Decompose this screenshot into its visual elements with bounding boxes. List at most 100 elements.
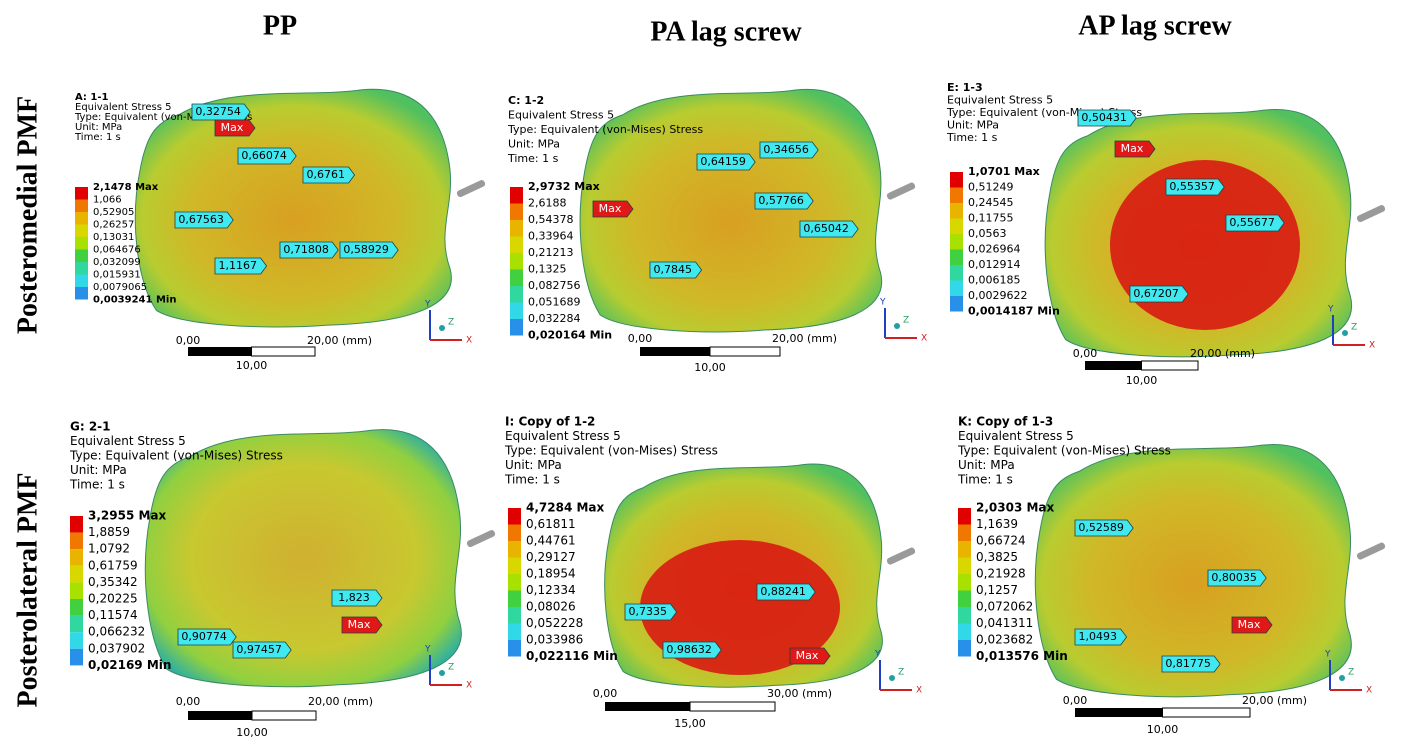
legend-swatch xyxy=(75,262,88,275)
scale-label: 0,00 xyxy=(176,695,201,708)
panel-info: Unit: MPa xyxy=(70,463,127,477)
legend-label: 0,29127 xyxy=(526,550,576,564)
axis-label: Y xyxy=(1324,650,1331,660)
axis-z xyxy=(439,325,445,331)
legend-swatch xyxy=(950,219,963,235)
panel-info: Equivalent Stress 5 xyxy=(505,429,621,443)
scale-label: 10,00 xyxy=(1147,723,1179,736)
legend-label: 0,015931 xyxy=(93,270,141,281)
legend-swatch xyxy=(75,237,88,250)
screw xyxy=(1356,204,1386,223)
legend-label: 0,0039241 Min xyxy=(93,295,176,306)
probe-label: 0,52589 xyxy=(1078,521,1124,534)
axis-label: X xyxy=(1369,341,1375,351)
axis-label: Y xyxy=(874,650,881,660)
axis-label: Y xyxy=(879,298,886,308)
scale-bar-white xyxy=(1163,708,1251,717)
legend-swatch xyxy=(958,607,971,624)
legend-swatch xyxy=(510,220,523,237)
scale-bar-black xyxy=(188,347,252,356)
legend-swatch xyxy=(508,574,521,591)
legend-label: 0,3825 xyxy=(976,550,1018,564)
scale-label: 20,00 (mm) xyxy=(308,695,373,708)
screw xyxy=(886,182,916,201)
legend-swatch xyxy=(508,640,521,657)
legend-label: 0,18954 xyxy=(526,567,576,581)
screw xyxy=(886,547,916,566)
probe-label: Max xyxy=(1238,618,1261,631)
legend-swatch xyxy=(958,541,971,558)
legend-label: 0,11755 xyxy=(968,212,1014,225)
probe-label: Max xyxy=(348,618,371,631)
scale-label: 10,00 xyxy=(694,361,726,374)
legend-swatch xyxy=(75,225,88,238)
panel-info: Type: Equivalent (von-Mises) Stress xyxy=(69,449,283,463)
legend-swatch xyxy=(75,250,88,263)
scale-label: 0,00 xyxy=(628,332,653,345)
legend-swatch xyxy=(75,200,88,213)
probe-label: 0,81775 xyxy=(1165,657,1211,670)
legend-swatch xyxy=(75,287,88,300)
scale-bar-black xyxy=(605,702,690,711)
probe-label: 0,66074 xyxy=(241,149,287,162)
panel-info: Unit: MPa xyxy=(505,458,562,472)
probe-label: 0,7335 xyxy=(629,605,668,618)
scale-label: 10,00 xyxy=(236,726,268,739)
axis-label: Y xyxy=(1327,305,1334,315)
scale-bar-white xyxy=(252,711,316,720)
probe-label: 0,67207 xyxy=(1133,287,1179,300)
legend-label: 0,02169 Min xyxy=(88,658,171,672)
legend-label: 0,012914 xyxy=(968,258,1021,271)
scale-label: 15,00 xyxy=(674,717,706,730)
scale-bar-black xyxy=(1085,361,1142,370)
probe-label: 0,71808 xyxy=(283,243,329,256)
legend-swatch xyxy=(510,253,523,270)
legend-label: 0,20225 xyxy=(88,592,138,606)
legend-label: 0,032284 xyxy=(528,312,581,325)
axis-label: Z xyxy=(1348,668,1354,678)
probe-label: 1,1167 xyxy=(219,259,258,272)
legend-swatch xyxy=(508,525,521,542)
probe-label: 0,34656 xyxy=(763,143,809,156)
legend-label: 4,7284 Max xyxy=(526,501,605,515)
probe-label: 0,97457 xyxy=(236,643,282,656)
legend-swatch xyxy=(958,558,971,575)
legend-label: 0,023682 xyxy=(976,633,1033,647)
column-header: PP xyxy=(263,10,297,41)
legend-label: 0,1257 xyxy=(976,583,1018,597)
legend-label: 0,032099 xyxy=(93,257,141,268)
legend-label: 0,064676 xyxy=(93,245,141,256)
scale-bar-white xyxy=(1142,361,1199,370)
axis-label: Z xyxy=(1351,323,1357,333)
probe-label: 0,55677 xyxy=(1229,216,1275,229)
axis-label: Z xyxy=(448,318,454,328)
legend-swatch xyxy=(510,303,523,320)
legend-swatch xyxy=(70,582,83,599)
legend-swatch xyxy=(508,591,521,608)
legend-swatch xyxy=(958,640,971,657)
probe-label: 0,98632 xyxy=(666,643,712,656)
legend-label: 0,041311 xyxy=(976,616,1033,630)
bone-model xyxy=(145,430,461,687)
probe-label: 0,64159 xyxy=(700,155,746,168)
probe-label: 0,80035 xyxy=(1211,571,1257,584)
legend-label: 1,0701 Max xyxy=(968,165,1040,178)
axis-label: X xyxy=(921,334,927,344)
probe-label: Max xyxy=(221,121,244,134)
scale-bar-white xyxy=(690,702,775,711)
panel-info: Type: Equivalent (von-Mises) Stress xyxy=(504,444,718,458)
legend-swatch xyxy=(75,212,88,225)
legend-label: 0,21213 xyxy=(528,246,574,259)
probe-label: 0,90774 xyxy=(181,630,227,643)
screw xyxy=(456,179,486,198)
probe-label: 0,88241 xyxy=(760,585,806,598)
legend-swatch xyxy=(70,649,83,666)
legend-swatch xyxy=(508,508,521,525)
legend-label: 0,52905 xyxy=(93,207,134,218)
panel-info: Time: 1 s xyxy=(957,473,1013,487)
panel-info: Type: Equivalent (von-Mises) Stress xyxy=(507,123,703,136)
axis-z xyxy=(1339,675,1345,681)
